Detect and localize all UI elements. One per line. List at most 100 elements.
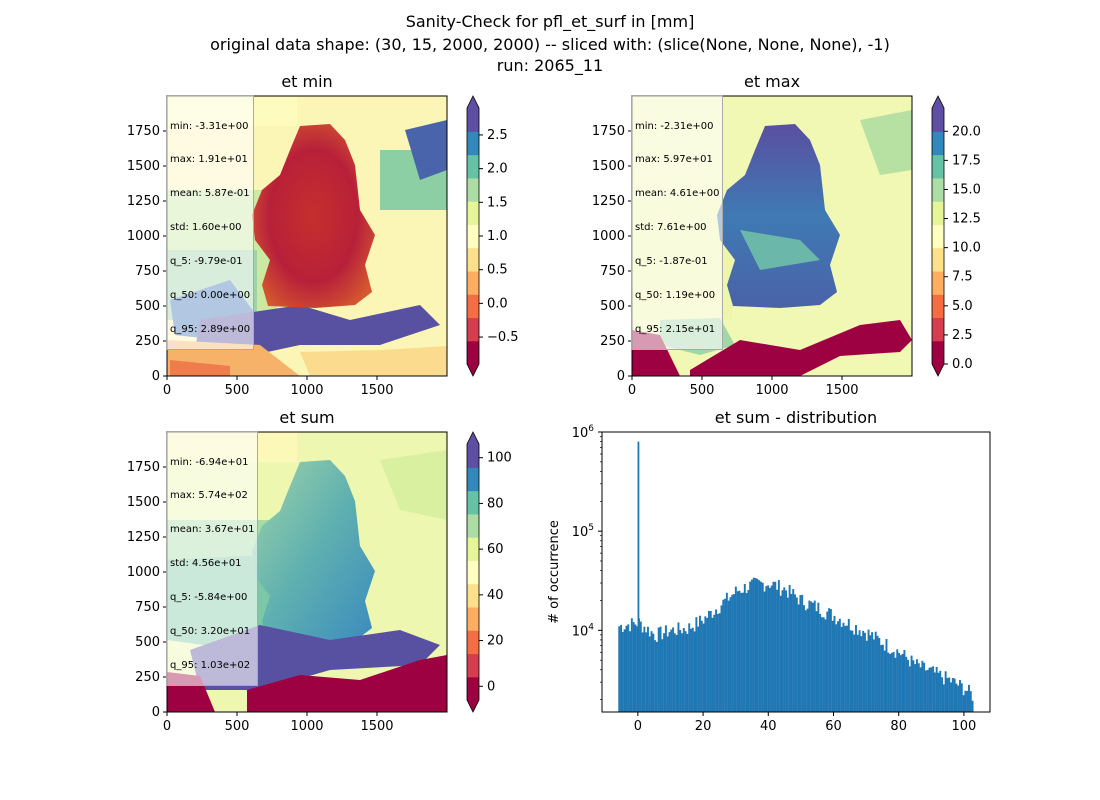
histogram-bar	[707, 610, 710, 712]
histogram-bar	[666, 636, 669, 712]
histogram-bar	[785, 590, 788, 712]
y-tick-label: 106	[572, 424, 595, 441]
histogram-bar	[677, 622, 680, 712]
colorbar-tick-label: 0.0	[487, 296, 508, 311]
histogram-bar	[716, 613, 719, 712]
histogram-bar	[702, 623, 705, 712]
colorbar-segment	[467, 537, 479, 561]
colorbar-extend-min	[467, 364, 479, 376]
colorbar-segment	[467, 340, 479, 365]
histogram-bar	[697, 626, 700, 712]
histogram-bar	[792, 589, 795, 712]
histogram-bar	[944, 671, 947, 712]
colorbar-tick-label: 0.5	[487, 263, 508, 278]
histogram-bar	[883, 650, 886, 712]
y-tick-label: 1750	[592, 124, 625, 139]
stat-line: std: 4.56e+01	[170, 558, 242, 570]
histogram-bar	[681, 633, 684, 712]
y-tick-label: 250	[135, 334, 160, 349]
x-tick-label: 500	[225, 719, 250, 734]
histogram-bar	[826, 611, 829, 712]
histogram-bar	[910, 655, 913, 712]
x-tick-label: 0	[628, 383, 636, 398]
y-tick-label: 1000	[592, 229, 625, 244]
histogram-bar	[752, 577, 755, 712]
histogram-bar	[756, 578, 759, 712]
histogram-bar	[855, 625, 857, 712]
et-max-colorbar: 20.0 17.5 15.0 12.5 10.0 7.5 5.0 2.5 0.0	[931, 95, 981, 377]
colorbar-outline	[466, 95, 480, 377]
histogram-bar	[811, 602, 814, 712]
colorbar-tick-label: 80	[487, 496, 504, 511]
histogram-bar	[779, 595, 782, 712]
histogram-bar	[941, 677, 944, 712]
histogram-bar	[874, 631, 877, 712]
histogram-bar	[650, 631, 653, 712]
histogram-bar	[813, 600, 816, 712]
histogram-bar	[743, 584, 746, 712]
colorbar-extend-min	[467, 700, 479, 712]
colorbar-segment	[467, 108, 479, 132]
histogram-bar	[856, 634, 859, 712]
colorbar-segment	[467, 224, 479, 249]
colorbar-segment	[932, 131, 944, 156]
colorbar-segment	[467, 513, 479, 538]
colorbar-tick-label: 17.5	[952, 153, 981, 168]
histogram-bar	[912, 660, 915, 712]
histogram-bar	[794, 594, 796, 712]
et-sum-colorbar: 100 80 60 40 20 0	[466, 431, 512, 713]
x-tick-label: 1500	[360, 719, 393, 734]
colorbar-segment	[467, 444, 479, 468]
histogram-bar	[673, 633, 676, 712]
colorbar-segment	[467, 154, 479, 179]
histogram-bar	[960, 683, 963, 712]
histogram-bar	[713, 614, 716, 712]
histogram-bar	[686, 633, 689, 712]
histogram-bar	[747, 589, 750, 712]
histogram-bar	[829, 608, 832, 712]
y-tick-label: 0	[152, 369, 160, 384]
histogram-bar	[898, 652, 900, 712]
histogram-bar	[736, 591, 739, 712]
y-tick-exponent: 5	[588, 523, 594, 533]
colorbar-segment	[932, 154, 944, 179]
x-tick-label: 20	[695, 719, 712, 734]
histogram-bar	[729, 597, 732, 712]
histogram-bar	[930, 667, 933, 712]
colorbar-tick-label: 12.5	[952, 212, 981, 227]
histogram-bar	[655, 641, 658, 712]
histogram-bar	[966, 690, 969, 712]
histogram-bar	[844, 625, 847, 712]
histogram-bar	[646, 626, 649, 712]
histogram-bar	[907, 659, 909, 712]
histogram-bar	[923, 662, 926, 712]
y-tick-label: 500	[600, 299, 625, 314]
stat-line: min: -3.31e+00	[170, 120, 249, 132]
histogram-bar	[842, 622, 845, 712]
colorbar-segment	[467, 583, 479, 608]
histogram-bar	[905, 656, 908, 712]
histogram-bar	[704, 616, 707, 712]
colorbar-segment	[932, 177, 944, 202]
histogram-bar	[871, 632, 874, 712]
histogram-bar	[964, 690, 967, 712]
colorbar-tick-label: 7.5	[952, 270, 973, 285]
histogram-bar	[788, 584, 791, 712]
stat-line: q_5: -1.87e-01	[635, 256, 708, 268]
colorbar-tick-label: 5.0	[952, 299, 973, 314]
histogram-bar	[867, 629, 870, 712]
y-tick-label: 1500	[127, 159, 160, 174]
histogram-bar	[648, 636, 651, 712]
histogram-bar	[951, 677, 954, 712]
histogram-bar	[758, 580, 761, 712]
colorbar-segment	[467, 467, 479, 492]
histogram-bar	[899, 655, 902, 712]
histogram-bar	[625, 625, 628, 712]
colorbar-tick-label: −0.5	[487, 330, 519, 345]
histogram-bar	[901, 653, 904, 712]
histogram-bar	[872, 639, 875, 712]
histogram-bar	[876, 635, 879, 712]
histogram-bar	[917, 663, 920, 712]
histogram-bar	[688, 623, 691, 712]
